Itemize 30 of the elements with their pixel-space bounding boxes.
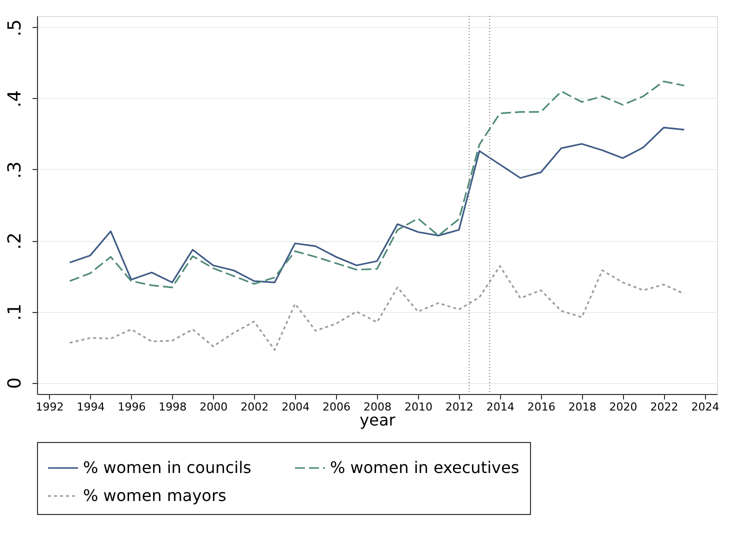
x-tick-label: 1996 <box>118 400 146 414</box>
x-tick-label: 1992 <box>36 400 64 414</box>
x-tick-label: 1994 <box>76 400 105 414</box>
x-tick-label: 2014 <box>486 400 514 414</box>
line-series <box>68 126 686 284</box>
x-tick-label: 2018 <box>568 400 596 414</box>
x-tick-label: 2020 <box>609 400 638 414</box>
x-tick-label: 2008 <box>364 400 392 414</box>
x-tick-label: 2004 <box>282 400 310 414</box>
x-tick-label: 2002 <box>240 400 269 414</box>
x-tick-label: 2022 <box>650 400 678 414</box>
y-tick-label: .4 <box>4 90 26 108</box>
y-tick-label: .3 <box>4 161 26 179</box>
legend-label: % women in executives <box>330 458 520 477</box>
x-tick-label: 2006 <box>322 400 351 414</box>
y-tick-label: .5 <box>4 19 26 36</box>
x-axis-title: year <box>360 410 396 430</box>
x-tick-label: 2016 <box>527 400 556 414</box>
y-tick-label: 0 <box>4 377 26 389</box>
x-tick-label: 2024 <box>691 400 720 414</box>
legend-label: % women in councils <box>83 458 252 477</box>
x-tick-label: 2012 <box>445 400 474 414</box>
x-tick-label: 1998 <box>158 400 187 414</box>
y-tick-label: .1 <box>4 303 26 321</box>
y-tick-label: .2 <box>4 232 26 250</box>
line-series <box>68 80 686 288</box>
line-series <box>68 265 686 351</box>
x-tick-label: 2010 <box>404 400 432 414</box>
legend-label: % women mayors <box>83 486 226 505</box>
x-tick-label: 2000 <box>200 400 228 414</box>
